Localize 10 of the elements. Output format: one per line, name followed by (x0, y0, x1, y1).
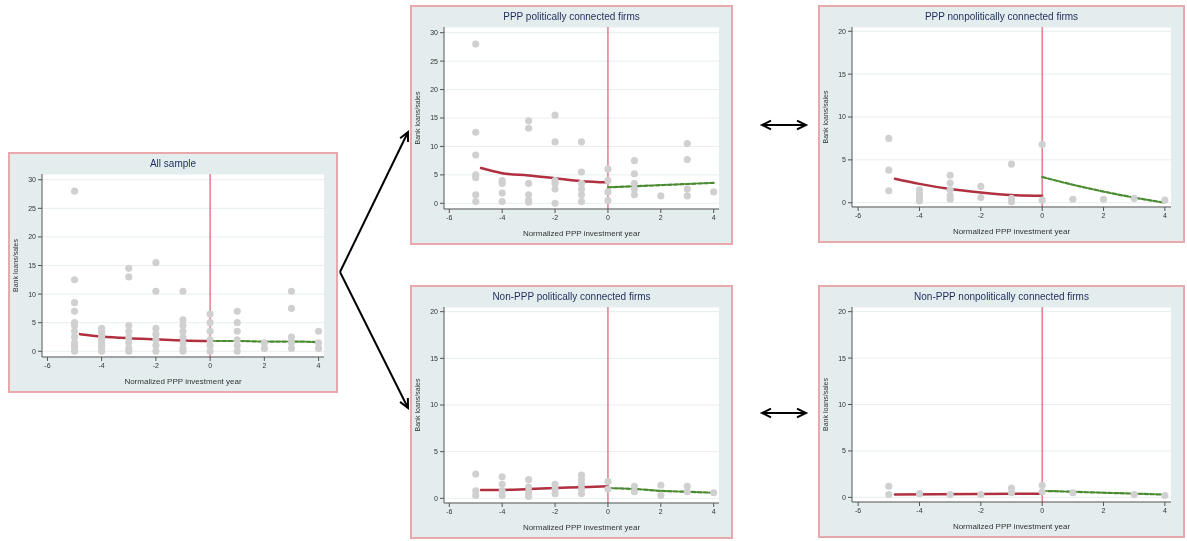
chart-title: All sample (148, 157, 198, 171)
x-axis-title: Normalized PPP investment year (124, 377, 242, 386)
x-axis-title: Normalized PPP investment year (952, 522, 1071, 531)
chart-title: PPP nonpolitically connected firms (923, 10, 1080, 24)
chart-title: Non-PPP nonpolitically connected firms (913, 290, 1090, 304)
x-axis-title: Normalized PPP investment year (522, 229, 641, 238)
x-axis-title: Normalized PPP investment year (522, 523, 641, 532)
chart-title: Non-PPP politically connected firms (491, 290, 652, 304)
x-axis-title: Normalized PPP investment year (952, 227, 1071, 236)
chart-title: PPP politically connected firms (502, 10, 641, 24)
